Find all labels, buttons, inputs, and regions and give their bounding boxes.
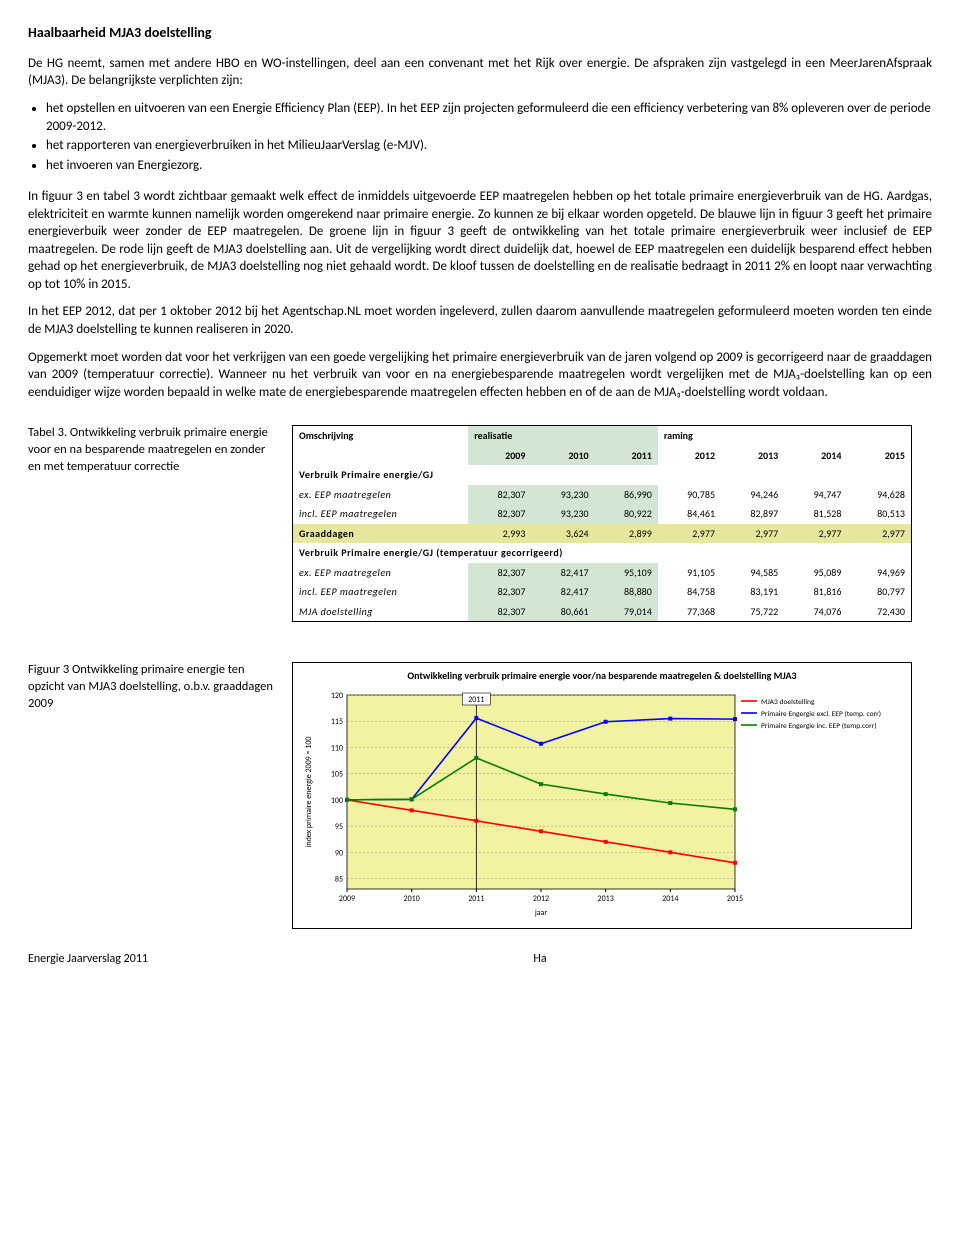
table-header: Omschrijving [293, 426, 469, 446]
svg-text:jaar: jaar [534, 908, 548, 917]
body-paragraph: Opgemerkt moet worden dat voor het verkr… [28, 349, 932, 402]
svg-text:2012: 2012 [533, 894, 549, 904]
footer-center: Ha [533, 951, 546, 967]
chart-svg: 85 90 95 100 105 110 115 120 2009 2010 2011 2012 201… [299, 687, 905, 917]
table-row: MJA doelstelling 82,30780,66179,014 77,3… [293, 602, 912, 622]
body-paragraph: In figuur 3 en tabel 3 wordt zichtbaar g… [28, 188, 932, 293]
svg-text:Primaire Engergie inc. EEP (te: Primaire Engergie inc. EEP (temp.corr) [761, 721, 877, 731]
table-caption: Tabel 3. Ontwikkeling verbruik primaire … [28, 425, 278, 476]
table-row-graaddagen: Graaddagen 2,9933,6242,899 2,9772,9772,9… [293, 524, 912, 544]
svg-text:index primaire energie 2009 =: index primaire energie 2009 = 100 [304, 736, 314, 847]
footer-left: Energie Jaarverslag 2011 [28, 951, 148, 967]
svg-text:2009: 2009 [339, 894, 355, 904]
table-row: incl. EEP maatregelen 82,30793,23080,922… [293, 504, 912, 524]
table-row: ex. EEP maatregelen 82,30793,23086,990 9… [293, 485, 912, 505]
table-section: Verbruik Primaire energie/GJ (temperatuu… [293, 543, 912, 563]
table-year: 2009 [468, 446, 531, 466]
body-paragraph: In het EEP 2012, dat per 1 oktober 2012 … [28, 303, 932, 338]
table-header: raming [658, 426, 912, 446]
figure-3-chart: Ontwikkeling verbruik primaire energie v… [292, 662, 912, 929]
svg-text:85: 85 [335, 874, 343, 884]
table-year: 2011 [595, 446, 658, 466]
table-year: 2010 [531, 446, 594, 466]
table-row: ex. EEP maatregelen 82,30782,41795,109 9… [293, 563, 912, 583]
svg-text:Primaire Engergie excl. EEP (t: Primaire Engergie excl. EEP (temp. corr) [761, 709, 881, 719]
table-header: realisatie [468, 426, 658, 446]
list-item: het rapporteren van energieverbruiken in… [46, 137, 932, 155]
chart-title: Ontwikkeling verbruik primaire energie v… [299, 669, 905, 683]
svg-text:2011: 2011 [468, 894, 484, 904]
list-item: het opstellen en uitvoeren van een Energ… [46, 100, 932, 135]
table-section: Verbruik Primaire energie/GJ [293, 465, 912, 485]
svg-text:95: 95 [335, 822, 343, 832]
svg-text:2015: 2015 [727, 894, 743, 904]
table-3: Omschrijving realisatie raming 2009 2010… [292, 425, 912, 622]
svg-text:90: 90 [335, 848, 343, 858]
bullet-list: het opstellen en uitvoeren van een Energ… [46, 100, 932, 174]
svg-text:2011: 2011 [468, 695, 484, 705]
svg-text:115: 115 [331, 717, 343, 727]
svg-text:110: 110 [331, 743, 343, 753]
svg-text:2010: 2010 [404, 894, 420, 904]
table-year: 2012 [658, 446, 721, 466]
table-year: 2015 [847, 446, 911, 466]
figure-caption: Figuur 3 Ontwikkeling primaire energie t… [28, 662, 278, 713]
list-item: het invoeren van Energiezorg. [46, 157, 932, 175]
svg-text:120: 120 [331, 691, 343, 701]
svg-text:105: 105 [331, 769, 343, 779]
svg-text:100: 100 [331, 796, 343, 806]
page-title: Haalbaarheid MJA3 doelstelling [28, 24, 932, 43]
svg-text:2013: 2013 [598, 894, 614, 904]
intro-paragraph: De HG neemt, samen met andere HBO en WO-… [28, 55, 932, 90]
table-year: 2014 [784, 446, 847, 466]
svg-text:MJA3 doelstelling: MJA3 doelstelling [761, 698, 815, 707]
table-year: 2013 [721, 446, 784, 466]
table-row: incl. EEP maatregelen 82,30782,41788,880… [293, 582, 912, 602]
svg-text:2014: 2014 [662, 894, 678, 904]
